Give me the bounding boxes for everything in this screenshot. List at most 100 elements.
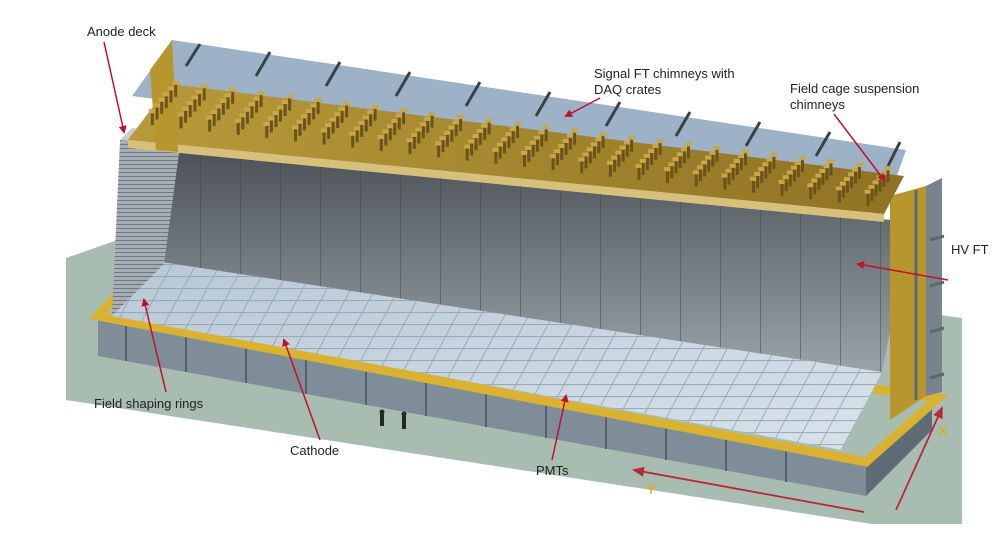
chimney-stem (369, 114, 373, 127)
chimney-cap (639, 158, 647, 163)
chimney-stem (878, 179, 882, 192)
chimney-cap (452, 120, 460, 125)
chimney-stem (459, 119, 463, 131)
chimney-stem (150, 113, 154, 126)
chimney-stem (250, 106, 254, 119)
chimney-stem (294, 129, 297, 142)
chimney-cap (277, 105, 284, 110)
chimney-stem (511, 131, 515, 144)
chimney-cap (533, 135, 541, 140)
chimney-stem (430, 115, 434, 128)
chimney-cap (848, 172, 855, 177)
chimney-stem (540, 134, 544, 147)
chimney-stem (825, 168, 829, 181)
chimney-stem (164, 96, 168, 109)
right-end-gold (890, 186, 926, 420)
chimney-cap (758, 167, 766, 172)
chimney-cap (582, 152, 590, 157)
chimney-stem (707, 159, 711, 172)
chimney-cap (701, 160, 709, 165)
chimney-cap (349, 131, 357, 136)
chimney-cap (476, 128, 484, 133)
chimney-cap (153, 103, 161, 108)
chimney-stem (608, 164, 612, 177)
chimney-stem (274, 115, 278, 127)
chimney-stem (397, 117, 401, 130)
chimney-stem (226, 97, 230, 110)
chimney-stem (259, 95, 263, 108)
chimney-stem (727, 172, 731, 185)
chimney-cap (206, 115, 214, 120)
callout-anode-deck: Anode deck (87, 24, 156, 134)
chimney-stem (388, 128, 392, 141)
chimney-cap (296, 119, 304, 124)
chimney-cap (595, 137, 603, 142)
chimney-stem (417, 131, 421, 144)
chimney-cap (481, 123, 489, 128)
callout-field-cage: Field cage suspension chimneys (790, 81, 919, 182)
chimney-cap (868, 185, 876, 189)
chimney-cap (529, 140, 537, 145)
chimney-cap (737, 154, 745, 159)
chimney-stem (886, 170, 890, 183)
label-field-cage-line2: chimneys (790, 97, 845, 112)
chimney-stem (621, 149, 625, 162)
chimney-cap (705, 155, 713, 160)
chimney-stem (821, 173, 825, 185)
chimney-cap (672, 157, 680, 162)
anode-deck (128, 84, 904, 214)
chimney-cap (827, 159, 835, 164)
chimney-stem (169, 90, 173, 103)
chimney-cap (148, 109, 156, 114)
chimney-cap (468, 139, 476, 144)
chimney-cap (353, 126, 361, 131)
chimney-stem (445, 134, 449, 147)
chimney-stem (188, 105, 192, 118)
chimney-stem (617, 154, 621, 167)
chimney-stem (580, 161, 584, 174)
chimney-stem (408, 142, 412, 155)
chimney-cap (292, 125, 299, 130)
chimney-cap (406, 138, 414, 143)
callout-signal-ft: Signal FT chimneys with DAQ crates (564, 66, 735, 117)
chimney-stem (573, 132, 577, 145)
chimney-stem (355, 130, 359, 143)
chimney-cap (229, 87, 237, 92)
chimney-stem (694, 174, 698, 187)
chimney-stem (837, 190, 841, 203)
chimney-cap (415, 127, 423, 132)
axis-y-arrow (632, 466, 865, 513)
chimney-stem (384, 133, 388, 146)
chimney-stem (426, 120, 430, 133)
chimney-stem (487, 122, 491, 135)
chimney-cap (343, 101, 351, 106)
chimney-cap (314, 97, 322, 102)
chimney-cap (807, 183, 815, 188)
chimney-stem (503, 141, 506, 154)
chimney-stem (630, 139, 634, 152)
chimney-stem (735, 163, 739, 175)
chimney-cap (628, 135, 636, 140)
base-support-ribs (125, 326, 787, 482)
chimney-cap (794, 160, 802, 165)
chimney-stem (327, 127, 331, 140)
chimney-cap (272, 111, 280, 115)
chimney-cap (766, 157, 774, 162)
chimney-cap (611, 155, 619, 160)
chimney-cap (843, 177, 851, 181)
chimney-cap (463, 144, 471, 149)
label-axis-x: X (938, 423, 948, 440)
chimney-stem (437, 145, 441, 158)
chimney-stem (231, 91, 235, 104)
chimney-stem (345, 105, 349, 118)
chimney-cap (286, 94, 294, 99)
chimney-cap (880, 171, 888, 175)
chimney-cap (538, 130, 546, 135)
chimney-cap (509, 127, 517, 132)
chimney-cap (257, 91, 265, 96)
label-signal-ft-line1: Signal FT chimneys with (594, 66, 735, 81)
chimney-cap (635, 163, 643, 168)
chimney-stem (564, 142, 568, 155)
chimney-cap (410, 132, 418, 137)
chimney-cap (709, 150, 717, 155)
